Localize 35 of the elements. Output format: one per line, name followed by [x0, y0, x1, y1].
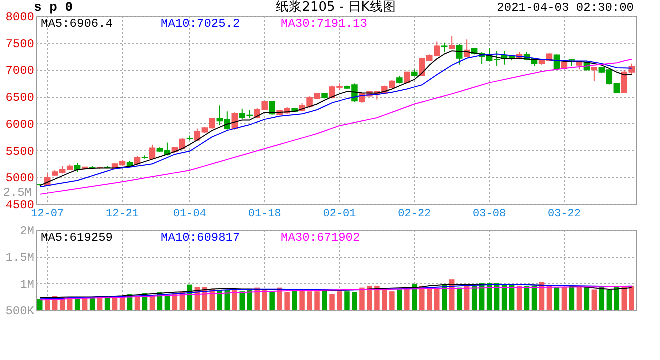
x-tick-label: 02-01 — [323, 208, 357, 220]
text: 2.5M — [3, 186, 32, 200]
x-tick-label: 12-21 — [106, 208, 140, 220]
y-tick-label: 1M — [20, 278, 34, 292]
text: 2021-04-03 02:30:00 — [497, 1, 634, 15]
text: MA30:671902 — [281, 231, 360, 245]
text: MA5:619259 — [41, 231, 114, 245]
candlestick — [456, 44, 463, 66]
y-tick-label: 6500 — [6, 91, 34, 106]
x-tick-label: 01-18 — [248, 208, 282, 220]
y-tick-label: 1.5M — [6, 251, 34, 266]
y-tick-label: 7500 — [6, 37, 34, 52]
text: MA30:7191.13 — [281, 17, 368, 31]
y-tick-label: 500K — [6, 304, 36, 318]
x-tick-label: 01-04 — [173, 208, 207, 220]
x-tick-label: 12-07 — [31, 208, 64, 220]
x-tick-label: 02-22 — [398, 208, 432, 220]
y-tick-label: 5000 — [6, 172, 34, 186]
x-tick-label: 03-08 — [473, 208, 506, 220]
y-tick-label: 2M — [20, 224, 34, 238]
text: MA5:6906.4 — [41, 17, 114, 31]
candlestick — [448, 36, 456, 50]
text: MA10:609817 — [161, 231, 240, 245]
x-tick-label: 03-22 — [548, 208, 581, 220]
y-tick-label: 8000 — [6, 10, 34, 24]
candlestick — [269, 101, 276, 116]
candlestick — [441, 42, 448, 52]
y-tick-label: 6000 — [6, 118, 34, 132]
text: MA10:7025.2 — [161, 17, 240, 31]
candlestick — [591, 67, 598, 82]
text: s p 0 — [34, 0, 74, 15]
y-tick-label: 5500 — [6, 144, 34, 159]
y-tick-label: 7000 — [6, 64, 34, 78]
chart-title: 纸浆2105 - 日K线图 — [276, 0, 396, 15]
candlestick — [149, 144, 156, 160]
